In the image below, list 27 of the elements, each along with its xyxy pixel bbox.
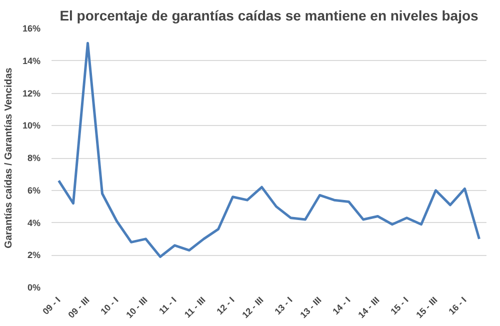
x-tick-label: 12 - I xyxy=(214,294,236,317)
x-tick-label: 14 - III xyxy=(356,294,382,320)
x-tick-label: 11 - I xyxy=(157,294,178,316)
x-tick-label: 13 - I xyxy=(272,294,294,317)
y-axis-title: Garantías caídas / Garantías Vencidas xyxy=(3,67,14,248)
x-tick-label: 12 - III xyxy=(240,294,266,320)
y-tick-label: 0% xyxy=(27,282,41,292)
y-tick-label: 14% xyxy=(22,56,40,66)
y-tick-label: 4% xyxy=(27,218,41,228)
y-tick-label: 8% xyxy=(27,153,41,163)
chart-title: El porcentaje de garantías caídas se mantiene en niveles bajos xyxy=(60,8,479,24)
y-tick-label: 6% xyxy=(27,185,41,196)
y-tick-label: 16% xyxy=(22,24,40,34)
x-tick-label: 15 - III xyxy=(414,294,440,320)
x-tick-label: 10 - I xyxy=(98,294,120,317)
y-tick-label: 2% xyxy=(27,250,41,260)
y-tick-label: 12% xyxy=(22,88,40,98)
x-tick-label: 09 - I xyxy=(40,294,62,317)
x-tick-label: 11 - III xyxy=(182,294,208,320)
x-tick-label: 15 - I xyxy=(388,294,410,317)
line-series xyxy=(58,42,480,258)
x-tick-label: 09 - III xyxy=(66,294,92,320)
x-tick-label: 13 - III xyxy=(298,294,324,320)
x-tick-label: 14 - I xyxy=(330,294,352,317)
y-tick-label: 10% xyxy=(22,120,40,131)
x-tick-label: 16 - I xyxy=(446,294,468,317)
x-tick-label: 10 - III xyxy=(124,294,150,320)
